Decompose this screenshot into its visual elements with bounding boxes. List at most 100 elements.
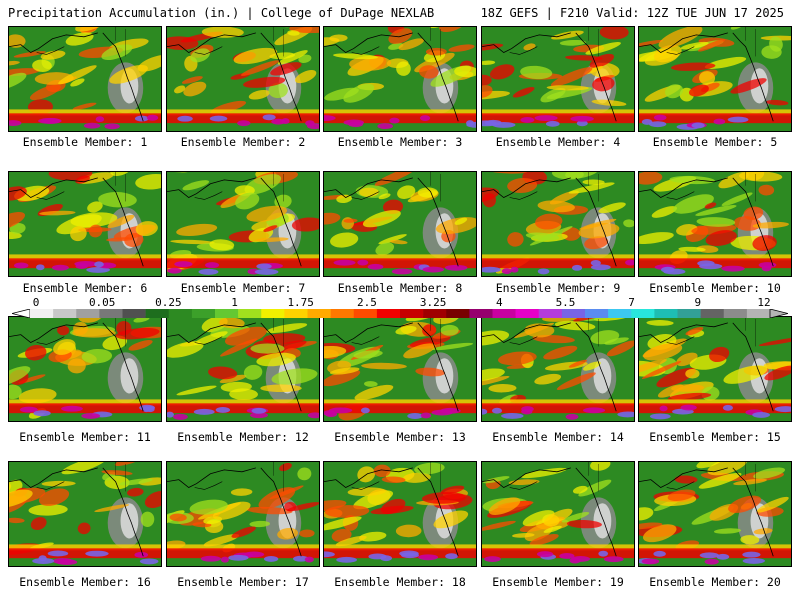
scale-swatch [538,309,563,318]
ensemble-member-label: Ensemble Member: 3 [337,135,463,149]
precipitation-map-image [9,172,161,276]
ensemble-member-map [481,171,635,277]
map-title: Precipitation Accumulation (in.) | Colle… [8,6,435,20]
ensemble-member-map [481,26,635,132]
ensemble-member-map [323,26,477,132]
precipitation-map-image [482,27,634,131]
scale-left-arrow [12,309,31,318]
ensemble-member-label: Ensemble Member: 9 [495,281,621,295]
ensemble-member-label: Ensemble Member: 16 [19,575,151,589]
ensemble-member-map [166,316,320,422]
scale-tick-label: 9 [694,296,702,309]
ensemble-member-map [8,26,162,132]
precipitation-map-image [639,27,791,131]
valid-time: 18Z GEFS | F210 Valid: 12Z TUE JUN 17 20… [480,6,784,20]
ensemble-member-label: Ensemble Member: 14 [492,430,624,444]
scale-swatch [469,309,493,318]
precipitation-map-image [639,317,791,421]
ensemble-member-map [8,171,162,277]
ensemble-member-map [166,461,320,567]
precipitation-map-image [482,172,634,276]
precipitation-map-image [324,27,476,131]
ensemble-member-label: Ensemble Member: 18 [334,575,466,589]
scale-swatch [168,309,193,318]
ensemble-member-label: Ensemble Member: 5 [652,135,778,149]
ensemble-member-map [638,316,792,422]
scale-tick-label: 7 [628,296,635,309]
ensemble-member-label: Ensemble Member: 4 [495,135,621,149]
scale-swatch [53,309,77,318]
scale-swatch [376,309,401,318]
ensemble-member-label: Ensemble Member: 20 [649,575,781,589]
ensemble-member-map [8,316,162,422]
ensemble-member-label: Ensemble Member: 19 [492,575,624,589]
color-scale-bar [12,309,788,318]
ensemble-member-label: Ensemble Member: 11 [19,430,151,444]
scale-swatch [492,309,516,318]
scale-swatch [677,309,701,318]
scale-tick-label: 12 [757,296,771,309]
scale-swatch [330,309,355,318]
precipitation-map-image [167,317,319,421]
precipitation-map-image [9,317,161,421]
scale-tick-label: 4 [495,296,503,309]
ensemble-member-map [638,26,792,132]
scale-swatch [585,309,609,318]
scale-swatch [238,309,262,318]
scale-swatch [446,309,470,318]
scale-swatch [191,309,216,318]
scale-tick-label: 0.25 [155,296,182,309]
scale-swatch [307,309,331,318]
scale-right-arrow [769,309,788,318]
scale-swatch [261,309,285,318]
ensemble-member-label: Ensemble Member: 17 [177,575,309,589]
ensemble-member-label: Ensemble Member: 2 [180,135,306,149]
ensemble-member-label: Ensemble Member: 7 [180,281,306,295]
scale-swatch [215,309,239,318]
scale-swatch [631,309,655,318]
precipitation-map-image [324,317,476,421]
scale-swatch [145,309,170,318]
scale-swatch [353,309,378,318]
precipitation-map-image [167,172,319,276]
ensemble-member-map [638,461,792,567]
scale-tick-label: 1.75 [287,296,314,309]
precipitation-map-image [639,172,791,276]
scale-tick-label: 5.5 [555,296,576,309]
color-scale-labels: 0 0.05 0.25 1 1.75 2.5 3.25 4 5.5 7 9 12 [0,296,800,310]
ensemble-member-map [323,461,477,567]
precipitation-map-image [167,27,319,131]
scale-swatch [76,309,100,318]
ensemble-member-label: Ensemble Member: 1 [22,135,148,149]
scale-tick-label: 2.5 [356,296,377,309]
scale-tick-label: 0.05 [88,296,116,309]
ensemble-member-label: Ensemble Member: 12 [177,430,309,444]
ensemble-member-map [8,461,162,567]
scale-swatch [122,309,146,318]
scale-swatch [284,309,308,318]
ensemble-member-map [166,171,320,277]
scale-swatch [30,309,54,318]
ensemble-member-map [166,26,320,132]
scale-swatch [723,309,748,318]
ensemble-member-map [638,171,792,277]
scale-swatch [654,309,678,318]
ensemble-member-label: Ensemble Member: 15 [649,430,781,444]
ensemble-member-map [323,316,477,422]
scale-swatch [700,309,725,318]
precipitation-map-image [324,172,476,276]
precipitation-map-image [482,317,634,421]
scale-swatch [423,309,447,318]
scale-swatch [99,309,123,318]
precipitation-map-image [167,462,319,566]
scale-tick-label: 1 [231,296,238,309]
scale-swatch [608,309,632,318]
precipitation-map-image [9,27,161,131]
ensemble-member-label: Ensemble Member: 13 [334,430,466,444]
scale-swatch [746,309,771,318]
scale-tick-label: 3.25 [419,296,447,309]
precipitation-map-image [324,462,476,566]
precipitation-map-image [482,462,634,566]
ensemble-member-map [481,461,635,567]
ensemble-member-map [323,171,477,277]
